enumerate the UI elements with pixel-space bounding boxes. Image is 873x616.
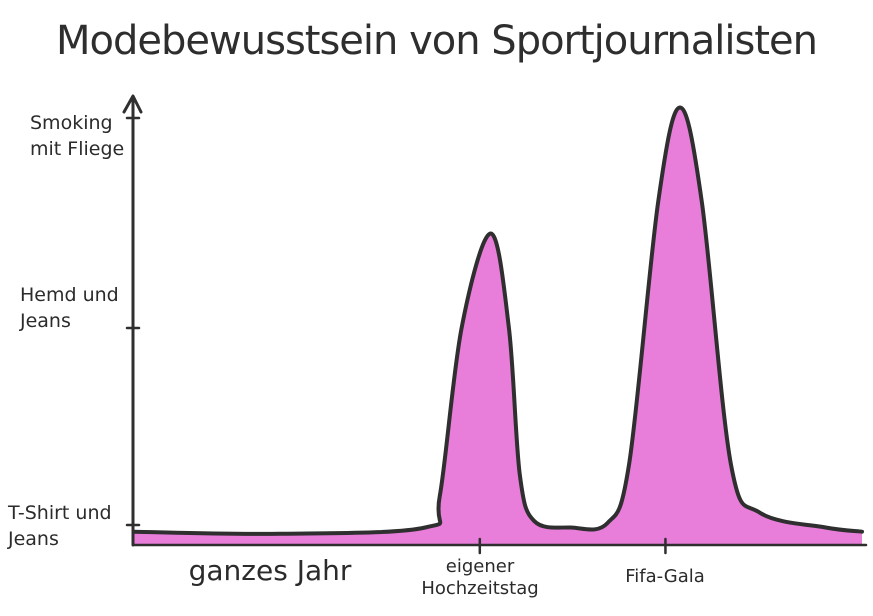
y-tick-label-hemd: Hemd und Jeans (20, 284, 119, 332)
y-tick-label-tshirt: T-Shirt und Jeans (8, 502, 112, 550)
series-line (132, 105, 864, 536)
x-label-hochzeitstag: eigener Hochzeitstag (421, 556, 539, 599)
chart-title: Modebewusstsein von Sportjournalisten (56, 18, 818, 64)
y-axis-arrow (122, 94, 143, 114)
x-label-fifa-gala: Fifa-Gala (625, 566, 705, 587)
series-area-fill (134, 107, 862, 546)
x-label-ganzes-jahr: ganzes Jahr (188, 554, 352, 587)
y-tick-label-smoking: Smoking mit Fliege (30, 112, 125, 160)
